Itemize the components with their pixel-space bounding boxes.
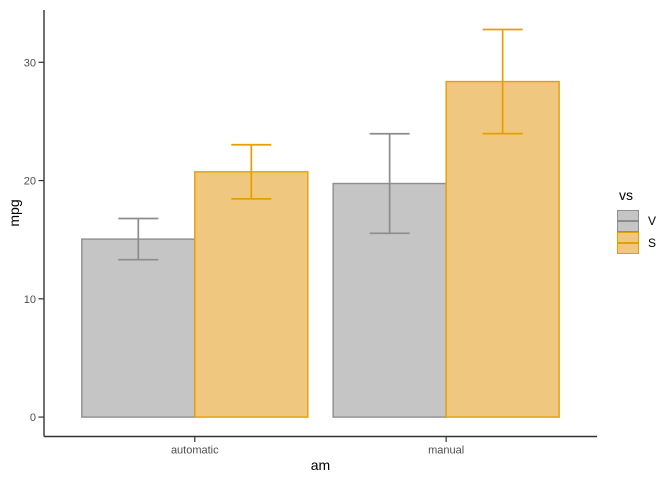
legend-errorbar-glyph	[618, 242, 638, 244]
x-tick-label-automatic: automatic	[171, 445, 219, 457]
legend-label-s: S	[648, 236, 657, 250]
x-tick-label-manual: manual	[428, 445, 464, 457]
bar-automatic-S	[194, 171, 309, 418]
x-axis-title: am	[310, 457, 331, 473]
legend: vs V S	[617, 187, 656, 254]
y-tick-label: 0	[30, 412, 36, 424]
legend-key-s: S	[617, 232, 656, 254]
y-tick-label: 30	[24, 57, 36, 69]
legend-label-v: V	[648, 214, 657, 228]
bar-manual-S	[445, 80, 560, 418]
y-axis-title: mpg	[6, 199, 22, 227]
legend-title: vs	[619, 187, 633, 203]
legend-errorbar-glyph	[618, 220, 638, 222]
y-tick-label: 20	[24, 176, 36, 188]
legend-key-v: V	[617, 210, 656, 232]
legend-swatch-v-icon	[617, 210, 639, 232]
bar-automatic-V	[81, 238, 196, 418]
y-tick-label: 10	[24, 294, 36, 306]
legend-swatch-s-icon	[617, 232, 639, 254]
